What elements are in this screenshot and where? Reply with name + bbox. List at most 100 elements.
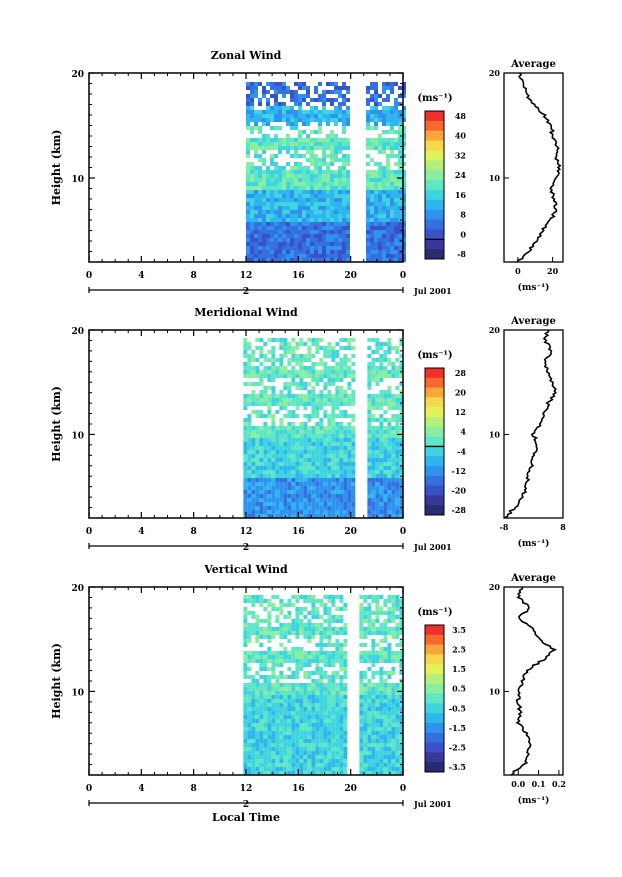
heatmap-cell xyxy=(379,611,384,615)
heatmap-cell xyxy=(331,767,336,771)
colorbar-swatch xyxy=(425,723,444,734)
heatmap-cell xyxy=(307,747,312,751)
heatmap-cell xyxy=(278,178,282,182)
heatmap-cell xyxy=(270,170,274,174)
heatmap-cell xyxy=(291,358,296,362)
heatmap-cell xyxy=(371,683,376,687)
heatmap-cell xyxy=(374,102,378,106)
heatmap-cell xyxy=(250,90,254,94)
heatmap-cell xyxy=(266,110,270,114)
heatmap-cell xyxy=(263,699,268,703)
heatmap-cell xyxy=(335,362,340,366)
heatmap-cell xyxy=(294,230,298,234)
heatmap-cell xyxy=(295,599,300,603)
heatmap-cell xyxy=(302,170,306,174)
heatmap-cell xyxy=(398,122,402,126)
heatmap-cell xyxy=(294,194,298,198)
heatmap-cell xyxy=(274,126,278,130)
heatmap-cell xyxy=(371,699,376,703)
heatmap-cell xyxy=(278,106,282,110)
heatmap-cell xyxy=(287,751,292,755)
heatmap-cell xyxy=(291,771,296,775)
heatmap-cell xyxy=(299,767,304,771)
heatmap-cell xyxy=(330,142,334,146)
heatmap-cell xyxy=(290,210,294,214)
heatmap-cell xyxy=(307,611,312,615)
average-x-tick-label: -8 xyxy=(500,522,509,532)
heatmap-cell xyxy=(370,178,374,182)
heatmap-cell xyxy=(390,238,394,242)
heatmap-cell xyxy=(243,466,248,470)
heatmap-cell xyxy=(259,442,264,446)
heatmap-cell xyxy=(318,118,322,122)
heatmap-cell xyxy=(391,490,396,494)
heatmap-cell xyxy=(351,346,356,350)
heatmap-cell xyxy=(327,466,332,470)
heatmap-cell xyxy=(367,510,372,514)
heatmap-cell xyxy=(343,450,348,454)
heatmap-cell xyxy=(271,631,276,635)
heatmap-cell xyxy=(335,406,340,410)
heatmap-cell xyxy=(259,711,264,715)
heatmap-cell xyxy=(275,679,280,683)
heatmap-cell xyxy=(334,142,338,146)
heatmap-cell xyxy=(266,214,270,218)
heatmap-cell xyxy=(322,194,326,198)
heatmap-cell xyxy=(367,751,372,755)
heatmap-cell xyxy=(255,502,260,506)
heatmap-cell xyxy=(395,655,400,659)
heatmap-cell xyxy=(366,230,370,234)
heatmap-cell xyxy=(375,446,380,450)
heatmap-cell xyxy=(254,182,258,186)
heatmap-cell xyxy=(294,94,298,98)
heatmap-cell xyxy=(314,118,318,122)
heatmap-cell xyxy=(351,462,356,466)
heatmap-cell xyxy=(311,603,316,607)
heatmap-cell xyxy=(347,414,352,418)
heatmap-cell xyxy=(291,382,296,386)
heatmap-cell xyxy=(383,394,388,398)
heatmap-cell xyxy=(339,619,344,623)
heatmap-cell xyxy=(290,242,294,246)
heatmap-cell xyxy=(323,739,328,743)
heatmap-cell xyxy=(387,735,392,739)
heatmap-cell xyxy=(283,338,288,342)
heatmap-cell xyxy=(270,214,274,218)
heatmap-cell xyxy=(251,374,256,378)
heatmap-cell xyxy=(334,242,338,246)
heatmap-cell xyxy=(387,627,392,631)
x-tick-label: 16 xyxy=(292,784,305,794)
heatmap-cell xyxy=(343,434,348,438)
heatmap-cell xyxy=(323,490,328,494)
heatmap-cell xyxy=(263,751,268,755)
heatmap-cell xyxy=(270,238,274,242)
heatmap-cell xyxy=(290,122,294,126)
heatmap-cell xyxy=(279,631,284,635)
heatmap-cell xyxy=(314,206,318,210)
heatmap-cell xyxy=(335,687,340,691)
panel-title: Meridional Wind xyxy=(194,306,298,319)
heatmap-cell xyxy=(254,166,258,170)
heatmap-cell xyxy=(263,466,268,470)
heatmap-cell xyxy=(247,370,252,374)
heatmap-cell xyxy=(330,226,334,230)
heatmap-cell xyxy=(295,759,300,763)
heatmap-cell xyxy=(394,242,398,246)
heatmap-cell xyxy=(383,639,388,643)
heatmap-cell xyxy=(303,731,308,735)
heatmap-cell xyxy=(379,667,384,671)
heatmap-cell xyxy=(323,703,328,707)
heatmap-cell xyxy=(295,474,300,478)
heatmap-cell xyxy=(334,214,338,218)
heatmap-cell xyxy=(243,438,248,442)
heatmap-cell xyxy=(263,422,268,426)
heatmap-cell xyxy=(375,366,380,370)
heatmap-cell xyxy=(274,246,278,250)
heatmap-cell xyxy=(398,206,402,210)
heatmap-cell xyxy=(282,186,286,190)
heatmap-cell xyxy=(315,763,320,767)
heatmap-cell xyxy=(255,434,260,438)
heatmap-cell xyxy=(319,763,324,767)
heatmap-cell xyxy=(402,126,406,130)
heatmap-cell xyxy=(359,651,364,655)
